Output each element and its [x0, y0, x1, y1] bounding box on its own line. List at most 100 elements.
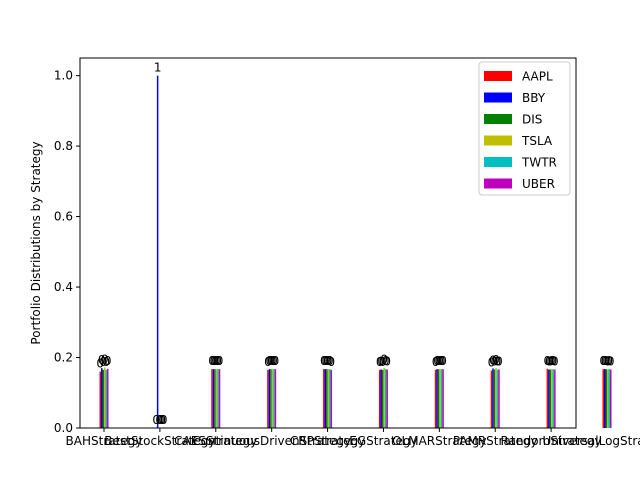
bar-label-twtr-8: 0 [494, 355, 502, 369]
bar-bby-4 [268, 369, 271, 428]
bar-label-aapl-9: 0 [544, 354, 552, 368]
bar-label-bby-5: 0 [321, 354, 329, 368]
bar-label-bby-2: 1 [154, 61, 162, 75]
bar-label-bby-9: 0 [545, 355, 553, 369]
legend-label-bby: BBY [522, 91, 546, 105]
bar-label-bby-1: 0 [98, 353, 106, 367]
legend-label-dis: DIS [522, 113, 542, 127]
y-tick-label: 0.6 [54, 210, 73, 224]
bar-aapl-1 [99, 371, 101, 428]
bar-label-dis-8: 0 [491, 355, 499, 369]
bar-aapl-4 [267, 369, 269, 428]
legend-label-twtr: TWTR [521, 156, 557, 170]
bar-twtr-1 [105, 369, 107, 428]
bar-uber-8 [498, 369, 500, 428]
bar-twtr-3 [217, 369, 219, 428]
bar-label-tsla-2: 0 [157, 413, 165, 427]
bar-label-dis-3: 0 [211, 354, 219, 368]
bar-label-tsla-7: 0 [436, 354, 444, 368]
y-tick-label: 0.4 [54, 280, 73, 294]
y-axis-title: Portfolio Distributions by Strategy [29, 141, 43, 344]
bar-label-dis-2: 0 [155, 413, 163, 427]
bar-bby-10 [604, 369, 606, 428]
bar-tsla-3 [215, 369, 218, 428]
bar-dis-9 [549, 369, 552, 428]
bar-label-bby-3: 0 [210, 354, 218, 368]
bar-bby-6 [380, 369, 382, 428]
bar-label-bby-6: 0 [377, 355, 385, 369]
bar-label-tsla-1: 0 [101, 352, 109, 366]
bar-label-dis-5: 0 [323, 354, 331, 368]
x-tick-label: EGStrategy [349, 434, 417, 448]
bar-label-bby-10: 0 [601, 354, 609, 368]
bar-uber-10 [610, 369, 612, 428]
bar-tsla-5 [327, 369, 330, 428]
x-axis: BAHStrategyBestStockStrategyCAESStrategy… [66, 428, 640, 448]
bar-label-uber-4: 0 [272, 354, 280, 368]
bar-twtr-5 [329, 369, 331, 428]
bars-group [99, 75, 612, 429]
bar-label-uber-10: 0 [607, 355, 615, 369]
bar-label-uber-3: 0 [216, 354, 224, 368]
bar-label-aapl-8: 0 [488, 356, 496, 370]
y-tick-label: 0.0 [54, 421, 73, 435]
legend-swatch-twtr [484, 157, 512, 167]
bar-label-aapl-3: 0 [208, 354, 216, 368]
bar-label-tsla-9: 0 [548, 354, 556, 368]
bar-label-aapl-7: 0 [432, 355, 440, 369]
bar-label-bby-8: 0 [489, 353, 497, 367]
bar-label-twtr-10: 0 [605, 354, 613, 368]
bar-aapl-6 [378, 369, 381, 428]
x-tick-label: CRPStrategy [290, 434, 365, 448]
bar-aapl-3 [211, 369, 213, 428]
bar-label-tsla-8: 0 [492, 353, 500, 367]
bar-label-uber-6: 0 [383, 355, 391, 369]
bar-dis-8 [493, 369, 496, 428]
bar-aapl-7 [434, 369, 437, 428]
bar-tsla-8 [495, 368, 497, 428]
bar-uber-7 [442, 369, 444, 428]
bar-twtr-8 [496, 369, 499, 428]
bar-bby-7 [436, 369, 438, 428]
legend-swatch-dis [484, 114, 512, 124]
bar-label-twtr-9: 0 [550, 354, 558, 368]
bar-dis-4 [270, 369, 272, 428]
legend-swatch-uber [484, 178, 512, 189]
x-tick-label: BAHStrategy [66, 434, 143, 448]
y-tick-label: 0.8 [54, 139, 73, 153]
x-tick-label: OLMARStrategy [392, 434, 486, 448]
bar-aapl-9 [546, 368, 549, 428]
bar-label-tsla-5: 0 [324, 354, 332, 368]
bar-label-aapl-2: 0 [152, 413, 160, 427]
bar-label-tsla-6: 0 [380, 353, 388, 367]
bar-dis-10 [605, 369, 607, 428]
x-tick-label: RandomStrategy [501, 434, 602, 448]
bar-label-tsla-4: 0 [269, 354, 277, 368]
bar-label-dis-9: 0 [547, 355, 555, 369]
bar-label-dis-7: 0 [435, 354, 443, 368]
bar-label-bby-4: 0 [266, 354, 274, 368]
bar-label-aapl-6: 0 [376, 355, 384, 369]
x-tick-label: BestStockStrategy [104, 434, 215, 448]
bar-label-uber-8: 0 [495, 355, 503, 369]
bar-uber-5 [330, 369, 333, 428]
bar-uber-6 [386, 369, 388, 428]
legend-swatch-bby [484, 92, 512, 103]
bar-dis-3 [214, 369, 216, 428]
bar-label-twtr-1: 0 [102, 355, 110, 369]
bar-label-twtr-4: 0 [270, 354, 278, 368]
bar-twtr-10 [608, 369, 610, 428]
bar-uber-9 [554, 369, 556, 428]
bar-tsla-4 [271, 369, 274, 428]
bar-dis-1 [102, 369, 104, 428]
bar-label-twtr-2: 0 [158, 413, 166, 427]
bar-label-twtr-7: 0 [438, 354, 446, 368]
legend-label-tsla: TSLA [521, 134, 553, 148]
bar-label-dis-4: 0 [267, 354, 275, 368]
x-tick-label: UniversalLogStrategy [543, 434, 640, 448]
bar-label-tsla-10: 0 [604, 355, 612, 369]
y-axis: 0.0 0.2 0.4 0.6 0.8 1.0 [54, 69, 80, 435]
bar-label-uber-9: 0 [551, 355, 559, 369]
legend-swatch-aapl [484, 71, 512, 81]
bar-twtr-4 [273, 369, 275, 428]
